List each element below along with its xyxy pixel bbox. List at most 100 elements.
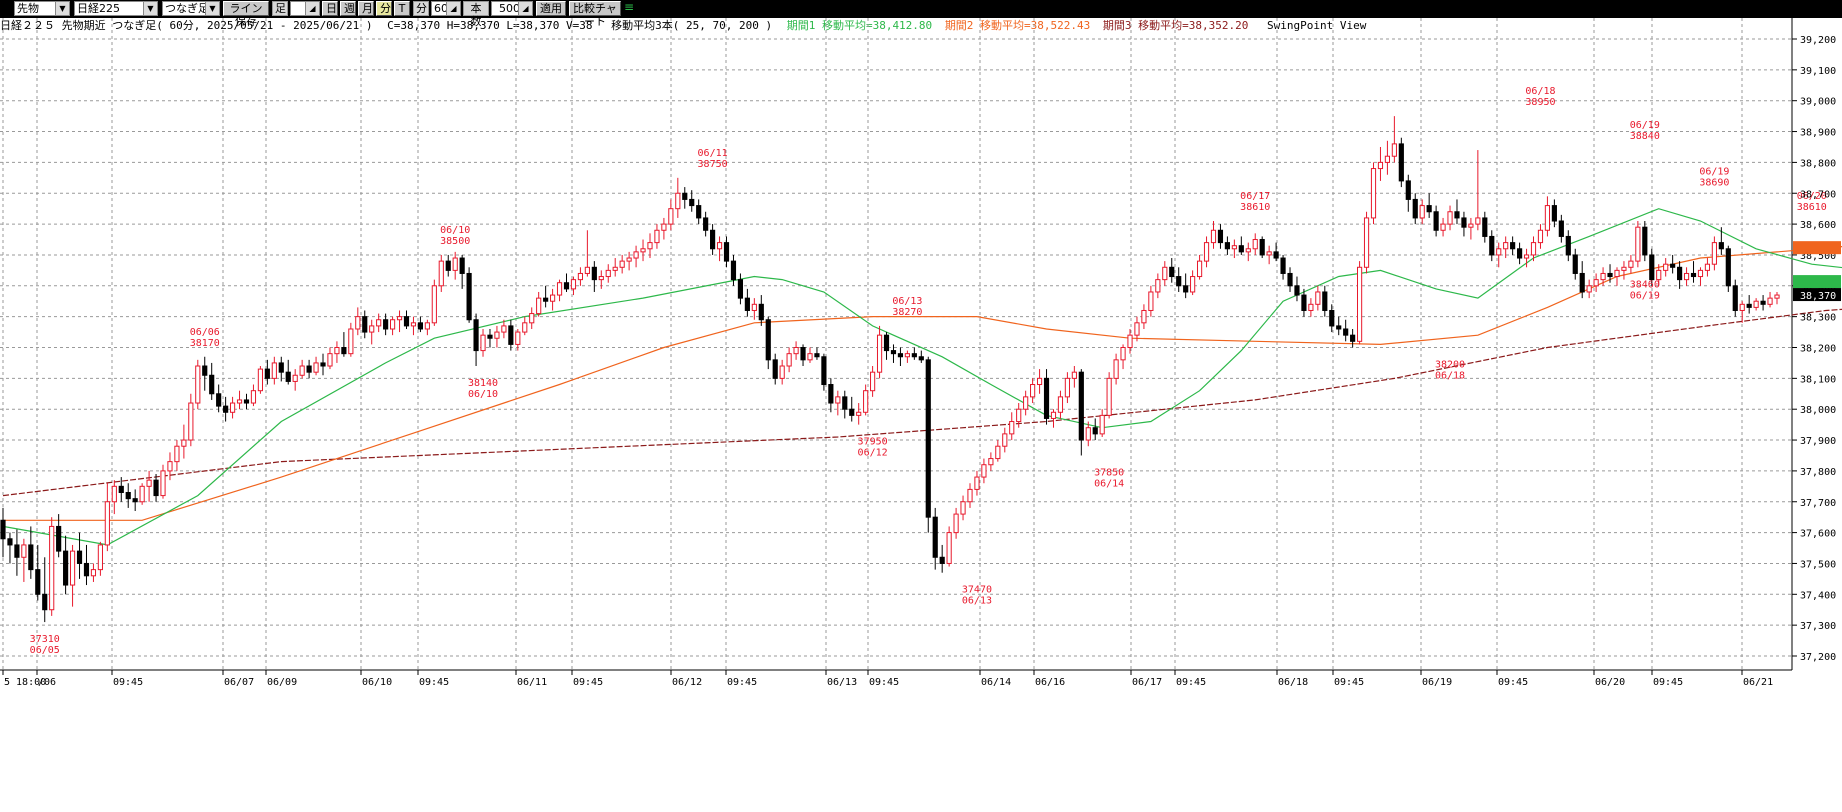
y-tick-label: 37,300	[1800, 621, 1836, 632]
candle-body	[1377, 161, 1384, 170]
candle-body	[431, 285, 437, 324]
candle-body	[1030, 384, 1036, 398]
candle-body	[35, 569, 41, 595]
count-label: 本数	[463, 1, 489, 28]
candle-body	[243, 399, 250, 404]
candle-body	[1162, 266, 1168, 281]
spinner-icon: ◢	[305, 2, 319, 15]
candle-body	[1656, 269, 1662, 281]
candle-body	[1496, 248, 1502, 256]
candle-body	[389, 319, 396, 330]
ma1-line	[2, 208, 1842, 546]
swing-price-label: 38750	[698, 159, 728, 170]
candle-body	[703, 217, 709, 231]
candle-body	[543, 297, 549, 302]
candle-body	[383, 319, 389, 330]
candle-body	[828, 384, 834, 404]
candle-body	[1683, 272, 1690, 281]
candle-body	[668, 208, 674, 225]
candle-body	[334, 347, 340, 355]
foot-spinner[interactable]: ◢	[290, 1, 320, 16]
count-input[interactable]: 500 ◢	[491, 1, 533, 16]
candle-body	[1363, 217, 1370, 268]
minute-value: 60	[434, 2, 448, 15]
candle-body	[911, 353, 917, 358]
x-tick-label: 06/21	[1743, 677, 1773, 688]
candle-body	[118, 485, 124, 493]
candle-body	[876, 334, 883, 373]
candle-body	[376, 319, 382, 327]
candle-body	[772, 359, 778, 379]
candle-body	[257, 368, 263, 392]
swing-date-label: 06/18	[1435, 371, 1465, 382]
candle-body	[814, 353, 820, 358]
y-tick-label: 38,500	[1800, 251, 1836, 262]
candle-body	[1391, 143, 1397, 157]
swing-price-label: 37470	[962, 585, 992, 596]
candle-body	[1642, 226, 1648, 256]
candle-body	[369, 325, 375, 333]
candle-body	[1273, 251, 1279, 259]
candle-body	[424, 322, 430, 330]
apply-button[interactable]: 適用	[536, 1, 566, 16]
candle-body	[1106, 377, 1112, 416]
candle-body	[1155, 279, 1161, 293]
swing-point-labels: 3731006/0506/063817006/10385003814006/10…	[30, 86, 1827, 656]
contract-select[interactable]: つなぎ足 ▼	[162, 1, 220, 16]
ma2-line-group	[3, 246, 1842, 521]
candle-body	[1454, 211, 1460, 219]
x-tick-label: 06/11	[517, 677, 547, 688]
candle-body	[751, 303, 757, 311]
swing-date-label: 06/13	[962, 596, 992, 607]
candle-body	[1663, 263, 1669, 271]
week-button[interactable]: 週	[340, 1, 356, 16]
minute-input[interactable]: 60 ◢	[431, 1, 461, 16]
candlestick-chart[interactable]: 3731006/0506/063817006/10385003814006/10…	[0, 18, 1842, 812]
candle-body	[682, 192, 688, 200]
candle-body	[807, 353, 813, 361]
candle-body	[1558, 220, 1564, 237]
y-tick-label: 38,300	[1800, 313, 1836, 324]
minute-label: 分	[413, 1, 429, 16]
ma-label: 移動平均3本( 25, 70, 200 )	[611, 19, 773, 32]
candle-body	[1440, 223, 1446, 231]
candle-body	[216, 393, 222, 407]
candle-body	[577, 272, 584, 281]
swing-date-label: 06/14	[1094, 478, 1124, 489]
month-button[interactable]: 月	[358, 1, 374, 16]
swing-price-label: 38140	[468, 378, 498, 389]
y-tick-label: 38,000	[1800, 405, 1836, 416]
candle-body	[1231, 245, 1237, 250]
compare-chart-button[interactable]: 比較チャート	[569, 1, 621, 28]
tick-button[interactable]: T	[394, 1, 410, 16]
candle-body	[1210, 229, 1217, 244]
day-button[interactable]: 日	[322, 1, 338, 16]
candle-body	[918, 356, 924, 361]
candle-body	[466, 272, 472, 321]
product-select[interactable]: 日経225 ▼	[74, 1, 158, 16]
market-select[interactable]: 先物 ▼	[14, 1, 70, 16]
save-line-button[interactable]: ライン保存	[223, 1, 269, 28]
candle-body	[1704, 263, 1711, 271]
candle-body	[28, 544, 34, 571]
candle-body	[1767, 297, 1773, 305]
candle-body	[63, 550, 69, 586]
x-tick-label: 06/14	[981, 677, 1011, 688]
candle-body	[1350, 334, 1356, 342]
candle-body	[1071, 371, 1077, 379]
candle-body	[612, 266, 618, 271]
swing-price-label: 38170	[190, 338, 220, 349]
x-tick-label: 06/09	[267, 677, 297, 688]
candle-body	[1357, 266, 1363, 342]
x-tick-label: 06/18	[1278, 677, 1308, 688]
split-button[interactable]: 分	[376, 1, 392, 16]
candle-body	[104, 501, 110, 546]
candle-body	[1141, 309, 1147, 324]
candle-body	[960, 501, 966, 515]
candle-body	[661, 223, 667, 231]
candle-body	[410, 322, 417, 327]
ma1-line-group	[2, 208, 1842, 546]
ma3-readout: 期間3 移動平均=38,352.20	[1102, 19, 1249, 32]
candle-body	[835, 396, 841, 404]
indicator-menu-icon[interactable]: ≡	[624, 0, 635, 14]
